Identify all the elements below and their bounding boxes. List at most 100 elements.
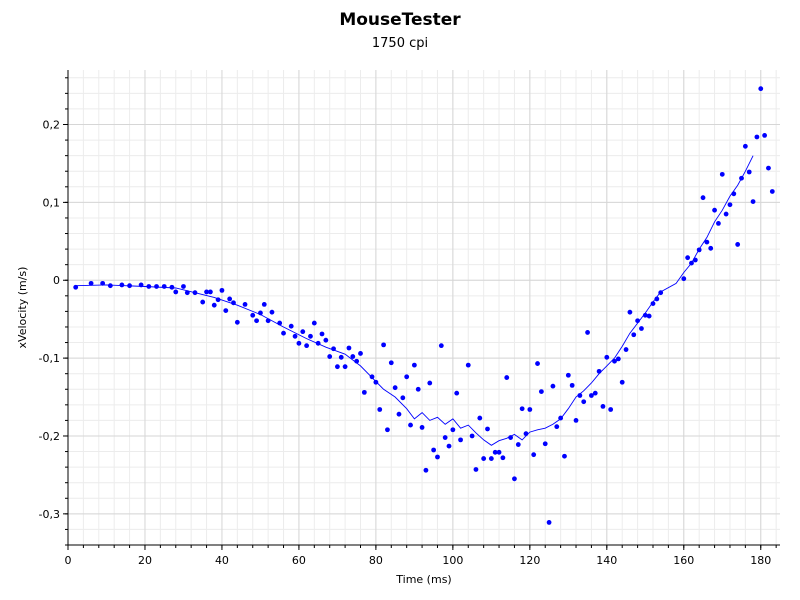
data-point	[596, 368, 602, 374]
data-point	[308, 333, 313, 339]
data-point	[438, 343, 444, 349]
data-point	[696, 247, 702, 253]
data-point	[569, 382, 575, 388]
data-point	[192, 290, 198, 296]
data-point	[369, 374, 375, 380]
data-point	[219, 287, 225, 293]
data-point	[350, 354, 356, 359]
data-point	[258, 310, 263, 316]
data-point	[415, 386, 421, 392]
data-point	[215, 297, 221, 303]
data-point	[631, 332, 637, 338]
data-point	[500, 455, 506, 461]
data-point	[623, 347, 629, 352]
data-point	[469, 433, 475, 439]
data-point	[100, 280, 106, 286]
data-point	[515, 442, 521, 447]
data-point	[173, 289, 179, 295]
data-point	[766, 165, 771, 171]
data-point	[535, 361, 540, 366]
y-tick-label: 0,1	[43, 196, 61, 209]
data-point	[227, 296, 233, 302]
data-point	[154, 284, 159, 289]
data-point	[161, 284, 167, 289]
data-point	[419, 425, 425, 430]
data-point	[523, 431, 529, 437]
chart-subtitle: 1750 cpi	[371, 36, 429, 51]
data-point	[281, 330, 286, 336]
y-tick-label: -0,1	[39, 352, 60, 365]
data-point	[604, 354, 610, 360]
data-point	[319, 331, 325, 337]
data-point	[331, 346, 336, 352]
data-point	[181, 284, 186, 289]
data-point	[689, 260, 694, 266]
data-point	[296, 340, 302, 346]
data-point	[554, 424, 560, 430]
data-point	[716, 221, 721, 226]
data-point	[481, 456, 487, 461]
data-point	[315, 340, 321, 346]
data-point	[723, 211, 729, 217]
data-point	[488, 456, 494, 461]
data-point	[204, 289, 209, 295]
data-point	[396, 411, 402, 417]
data-point	[300, 329, 306, 335]
data-point	[708, 245, 714, 251]
data-point	[446, 443, 452, 449]
data-point	[550, 383, 556, 389]
data-point	[704, 239, 710, 245]
y-tick-label: -0,3	[39, 508, 60, 521]
x-tick-label: 120	[519, 554, 540, 567]
data-point	[404, 374, 410, 380]
data-point	[242, 301, 248, 307]
data-point	[700, 195, 706, 201]
data-point	[527, 407, 533, 412]
data-point	[735, 242, 741, 247]
data-point	[423, 467, 429, 473]
data-point	[585, 330, 590, 335]
data-point	[565, 372, 571, 378]
data-point	[519, 406, 525, 412]
data-point	[234, 319, 240, 325]
data-point	[458, 437, 463, 443]
data-point	[562, 453, 567, 459]
data-point	[358, 351, 363, 356]
data-point	[323, 337, 329, 343]
data-point	[427, 380, 433, 386]
data-point	[627, 309, 633, 315]
data-point	[639, 326, 644, 331]
data-point	[381, 342, 386, 348]
data-point	[408, 422, 413, 428]
data-point	[107, 283, 113, 289]
data-point	[73, 284, 79, 290]
x-tick-label: 0	[65, 554, 72, 567]
data-point	[769, 189, 775, 194]
data-point	[581, 399, 587, 405]
data-point	[573, 418, 579, 423]
data-point	[400, 395, 406, 401]
data-point	[354, 358, 360, 364]
data-point	[269, 309, 275, 315]
data-point	[231, 300, 236, 306]
data-point	[612, 358, 617, 364]
data-point	[619, 379, 625, 385]
data-point	[681, 276, 687, 282]
data-point	[727, 202, 733, 208]
data-point	[477, 415, 483, 421]
data-point	[654, 296, 660, 302]
data-point	[361, 389, 367, 395]
data-point	[342, 364, 348, 370]
y-tick-label: 0,2	[43, 119, 61, 132]
data-point	[642, 312, 648, 318]
data-point	[692, 257, 698, 263]
data-point	[719, 171, 725, 177]
data-point	[88, 280, 94, 286]
data-point	[650, 301, 656, 307]
data-point	[200, 299, 206, 305]
x-axis-title: Time (ms)	[395, 573, 451, 586]
data-point	[465, 362, 471, 368]
data-point	[739, 175, 744, 181]
data-point	[746, 169, 752, 175]
